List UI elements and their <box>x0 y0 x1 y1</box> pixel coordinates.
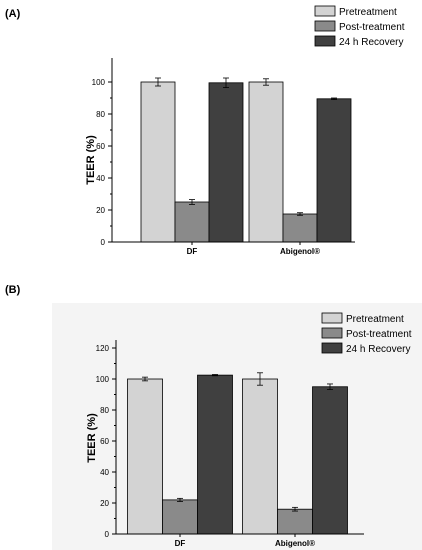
legend-label: Post-treatment <box>339 22 405 33</box>
legend-item: 24 h Recovery <box>321 342 410 355</box>
error-bar <box>189 199 195 205</box>
y-tick-label: 60 <box>96 142 105 151</box>
x-tick-label: Abigenol® <box>280 247 320 256</box>
y-tick-label: 40 <box>100 468 109 477</box>
legend-swatch <box>314 5 336 17</box>
legend-label: 24 h Recovery <box>346 344 410 355</box>
x-tick-label: DF <box>187 247 198 256</box>
error-bar <box>327 383 333 390</box>
y-tick-label: 20 <box>100 499 109 508</box>
y-tick-label: 100 <box>96 375 110 384</box>
error-bar <box>223 77 229 88</box>
plot-area-b: 0 20 40 60 80 100 120 DF Abigenol® <box>96 340 364 548</box>
x-tick-label: Abigenol® <box>275 539 315 548</box>
y-tick-label: 100 <box>92 78 106 87</box>
legend-item: Pretreatment <box>321 312 404 325</box>
panel-label-a: (A) <box>5 8 21 20</box>
error-bar <box>263 78 269 86</box>
y-tick-label: 60 <box>100 437 109 446</box>
legend-swatch <box>321 342 343 354</box>
bar <box>208 82 244 243</box>
bar <box>277 508 313 535</box>
legend-swatch <box>314 20 336 32</box>
y-axis-label-b: TEER (%) <box>86 413 98 463</box>
legend-a: Pretreatment Post-treatment 24 h Recovery <box>314 5 405 48</box>
plot-area-a: 0 20 40 60 80 100 DF Abigenol® <box>92 58 355 256</box>
legend-label: 24 h Recovery <box>339 37 403 48</box>
y-tick-label: 40 <box>96 174 105 183</box>
error-bar <box>155 77 161 87</box>
bar <box>162 499 198 535</box>
error-bar <box>292 506 298 512</box>
legend-swatch <box>321 327 343 339</box>
bar <box>282 213 318 243</box>
legend-item: Post-treatment <box>321 327 412 340</box>
error-bar <box>142 376 148 382</box>
bar <box>197 374 233 535</box>
x-tick-label: DF <box>175 539 186 548</box>
legend-label: Pretreatment <box>339 7 397 18</box>
bar <box>174 201 210 243</box>
y-tick-label: 80 <box>96 110 105 119</box>
legend-swatch <box>321 312 343 324</box>
legend-label: Pretreatment <box>346 314 404 325</box>
chart-panel-b: TEER (%) Pretreatment Post-treatment 24 h … <box>86 312 412 548</box>
y-tick-label: 0 <box>101 238 106 247</box>
bar <box>248 81 284 243</box>
bar <box>316 98 352 243</box>
legend-label: Post-treatment <box>346 329 412 340</box>
panel-b-background <box>52 303 422 550</box>
legend-swatch <box>314 35 336 47</box>
bar <box>140 81 176 243</box>
legend-item: 24 h Recovery <box>314 35 403 48</box>
error-bar <box>257 372 263 386</box>
bar <box>242 378 278 535</box>
error-bar <box>297 212 303 216</box>
error-bar <box>212 374 218 377</box>
chart-panel-a: TEER (%) Pretreatment Post-treatment 24 h … <box>85 5 405 256</box>
legend-item: Pretreatment <box>314 5 397 18</box>
y-tick-label: 120 <box>96 344 110 353</box>
y-tick-label: 20 <box>96 206 105 215</box>
bar <box>312 386 348 535</box>
panel-label-b: (B) <box>5 284 21 296</box>
y-tick-label: 80 <box>100 406 109 415</box>
y-axis-label-a: TEER (%) <box>85 135 97 185</box>
y-tick-label: 0 <box>105 530 110 539</box>
error-bar <box>177 497 183 502</box>
error-bar <box>331 97 337 100</box>
bar <box>127 378 163 535</box>
legend-b: Pretreatment Post-treatment 24 h Recovery <box>321 312 412 355</box>
legend-item: Post-treatment <box>314 20 405 33</box>
